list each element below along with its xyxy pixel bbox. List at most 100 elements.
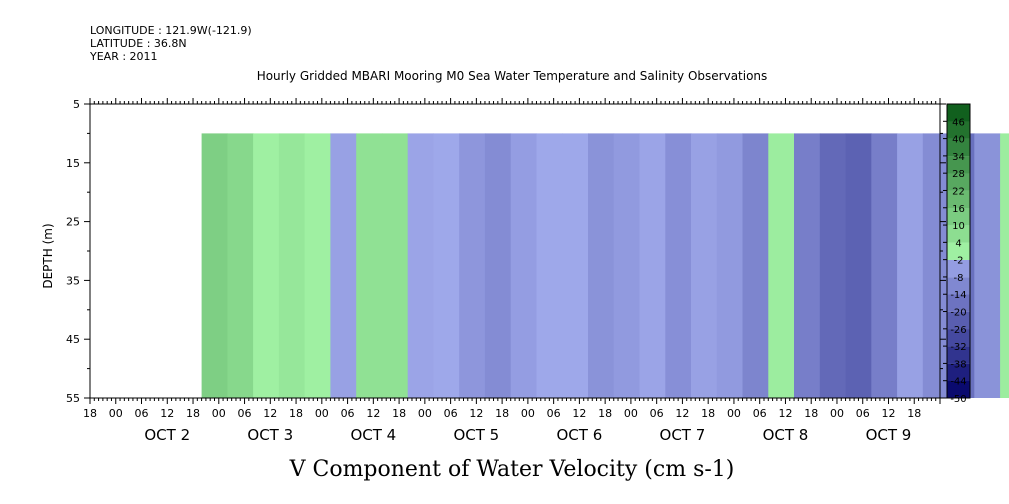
- colorbar-label: 22: [952, 186, 965, 197]
- colorbar-swatch: [947, 207, 970, 226]
- x-hour-label: 06: [753, 407, 767, 420]
- x-hour-label: 12: [572, 407, 586, 420]
- colorbar-swatch: [947, 242, 970, 260]
- colorbar-label: -20: [950, 308, 966, 319]
- x-day-label: OCT 9: [866, 426, 912, 444]
- colorbar-label: -14: [950, 290, 966, 301]
- x-hour-label: 12: [469, 407, 483, 420]
- heatmap-column: [613, 133, 640, 398]
- heatmap-column: [253, 133, 280, 398]
- x-hour-label: 18: [598, 407, 612, 420]
- year-label: YEAR : 2011: [89, 50, 158, 63]
- plot-area: [89, 103, 1009, 399]
- heatmap-column: [278, 133, 306, 398]
- heatmap-column: [510, 133, 537, 398]
- colorbar-label: 10: [952, 221, 965, 232]
- colorbar: 46 40 34 28 22 16 10 4 -2 -8 -14 -20 -26 -32 -38 -44 -50: [943, 103, 971, 405]
- y-tick-label: 55: [66, 392, 80, 405]
- x-hour-label: 12: [366, 407, 380, 420]
- x-hour-label: 18: [907, 407, 921, 420]
- x-day-label: OCT 7: [660, 426, 706, 444]
- x-hour-label: 18: [289, 407, 303, 420]
- colorbar-swatch: [947, 346, 970, 364]
- heatmap-column: [484, 133, 512, 398]
- colorbar-label: -38: [950, 359, 966, 370]
- x-hour-label: 18: [83, 407, 97, 420]
- header: LONGITUDE : 121.9W(-121.9) LATITUDE : 36…: [89, 24, 767, 83]
- colorbar-label: 46: [952, 117, 965, 128]
- x-hour-label: 06: [856, 407, 870, 420]
- x-hour-label: 06: [444, 407, 458, 420]
- x-hour-label: 00: [624, 407, 638, 420]
- heatmap-column: [381, 133, 409, 398]
- x-hour-label: 00: [830, 407, 844, 420]
- colorbar-label: -44: [950, 377, 966, 388]
- colorbar-swatch: [947, 155, 970, 174]
- colorbar-swatch: [947, 276, 970, 295]
- x-hour-label: 06: [341, 407, 355, 420]
- heatmap-column: [639, 133, 666, 398]
- chart-title: Hourly Gridded MBARI Mooring M0 Sea Wate…: [257, 69, 768, 83]
- y-axis: 5 15 25 35 45 55: [66, 98, 946, 405]
- x-axis: 18 00 06 12 18 00 06 12 18 00 06 12 18 00 06 12 18 00 06 12…: [83, 98, 941, 444]
- y-tick-label: 45: [66, 333, 80, 346]
- colorbar-swatch: [947, 311, 970, 330]
- heatmap-column: [407, 133, 434, 398]
- heatmap-column: [1000, 133, 1009, 398]
- colorbar-swatch: [947, 173, 970, 191]
- colorbar-label: -32: [950, 342, 966, 353]
- x-hour-label: 00: [727, 407, 741, 420]
- x-hour-label: 18: [392, 407, 406, 420]
- y-tick-label: 35: [66, 274, 80, 287]
- colorbar-label: -8: [954, 273, 964, 284]
- x-hour-label: 00: [109, 407, 123, 420]
- heatmap-column: [742, 133, 769, 398]
- colorbar-swatch: [947, 121, 970, 139]
- heatmap-column: [588, 133, 615, 398]
- colorbar-label: 40: [952, 135, 965, 146]
- x-hour-label: 12: [263, 407, 277, 420]
- heatmap-column: [665, 133, 692, 398]
- y-tick-label: 15: [66, 157, 80, 170]
- colorbar-swatch: [947, 259, 970, 278]
- x-day-label: OCT 2: [144, 426, 190, 444]
- heatmap-column: [433, 133, 460, 398]
- x-day-label: OCT 4: [350, 426, 396, 444]
- heatmap-column: [304, 133, 331, 398]
- heatmap-column: [768, 133, 795, 398]
- heatmap-column: [794, 133, 821, 398]
- x-hour-label: 12: [778, 407, 792, 420]
- x-day-label: OCT 3: [247, 426, 293, 444]
- x-hour-label: 00: [521, 407, 535, 420]
- colorbar-swatch: [947, 190, 970, 209]
- colorbar-label: 34: [952, 152, 965, 163]
- x-day-label: OCT 6: [557, 426, 603, 444]
- colorbar-label: 28: [952, 169, 965, 180]
- heatmap-column: [201, 133, 228, 398]
- colorbar-swatch: [947, 363, 970, 381]
- heatmap-column: [819, 133, 847, 398]
- colorbar-swatch: [947, 328, 970, 347]
- heatmap-column: [871, 133, 898, 398]
- x-hour-label: 18: [186, 407, 200, 420]
- x-hour-label: 06: [238, 407, 252, 420]
- x-day-label: OCT 5: [453, 426, 499, 444]
- x-hour-label: 00: [418, 407, 432, 420]
- x-hour-label: 18: [495, 407, 509, 420]
- x-hour-label: 12: [881, 407, 895, 420]
- heatmap-column: [691, 133, 718, 398]
- colorbar-frame: [946, 103, 971, 399]
- x-hour-label: 18: [804, 407, 818, 420]
- colorbar-label: -26: [950, 325, 966, 336]
- heatmap-column: [974, 133, 1001, 398]
- colorbar-label: 16: [952, 204, 965, 215]
- x-day-label: OCT 8: [763, 426, 809, 444]
- heatmap-column: [356, 133, 383, 398]
- colorbar-swatch: [947, 380, 970, 399]
- x-hour-label: 00: [315, 407, 329, 420]
- heatmap-column: [897, 133, 924, 398]
- x-hour-label: 06: [650, 407, 664, 420]
- colorbar-swatch: [947, 294, 970, 312]
- heatmap-column: [845, 133, 872, 398]
